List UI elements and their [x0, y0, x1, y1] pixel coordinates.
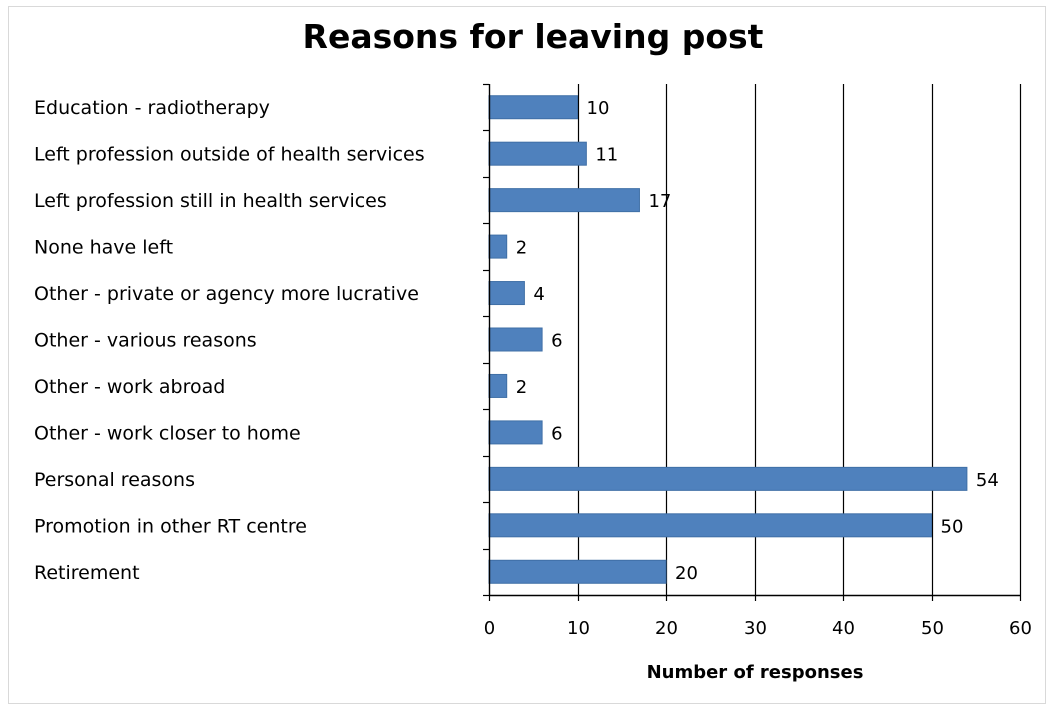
x-tick-label: 0: [484, 618, 495, 639]
bar: [488, 327, 543, 352]
category-label: Left profession outside of health servic…: [34, 144, 425, 166]
x-tick-label: 10: [567, 618, 590, 639]
x-tick-label: 20: [655, 618, 678, 639]
bar: [488, 373, 508, 398]
value-label: 4: [533, 284, 544, 305]
bar: [488, 95, 578, 120]
x-tick-label: 30: [744, 618, 767, 639]
value-label: 10: [587, 98, 610, 119]
bar: [488, 234, 508, 259]
value-label: 20: [675, 563, 698, 584]
gridlines: [577, 84, 1022, 595]
bar: [488, 141, 587, 166]
bars: [488, 95, 968, 584]
x-axis-title: Number of responses: [647, 662, 864, 683]
category-label: Other - work abroad: [34, 376, 225, 398]
chart-frame: [8, 6, 1046, 704]
category-label: Promotion in other RT centre: [34, 515, 307, 537]
value-labels: 10 11 17 2 4 6 2 6 54 50 20: [516, 98, 999, 584]
chart-title: Reasons for leaving post: [303, 17, 764, 56]
axes: [483, 83, 1022, 601]
value-label: 2: [516, 377, 527, 398]
value-label: 6: [551, 331, 562, 352]
bar: [488, 420, 543, 445]
value-label: 54: [976, 470, 999, 491]
x-tick-label: 40: [832, 618, 855, 639]
bar: [488, 466, 968, 491]
value-label: 6: [551, 423, 562, 444]
x-tick-label: 60: [1009, 618, 1032, 639]
category-label: Other - work closer to home: [34, 422, 301, 444]
bar: [488, 559, 667, 584]
bar: [488, 513, 932, 538]
bar: [488, 281, 525, 306]
category-labels: Education - radiotherapy Left profession …: [34, 97, 425, 584]
value-label: 50: [941, 516, 964, 537]
category-label: Other - private or agency more lucrative: [34, 283, 419, 305]
tick-labels: 0 10 20 30 40 50 60: [484, 618, 1032, 639]
value-label: 17: [648, 191, 671, 212]
category-label: Other - various reasons: [34, 330, 257, 352]
value-label: 11: [595, 145, 618, 166]
category-label: Retirement: [34, 562, 140, 584]
value-label: 2: [516, 238, 527, 259]
category-label: None have left: [34, 237, 173, 259]
category-label: Personal reasons: [34, 469, 195, 491]
category-label: Left profession still in health services: [34, 190, 387, 212]
category-label: Education - radiotherapy: [34, 97, 270, 119]
x-tick-label: 50: [921, 618, 944, 639]
bar: [488, 188, 640, 213]
